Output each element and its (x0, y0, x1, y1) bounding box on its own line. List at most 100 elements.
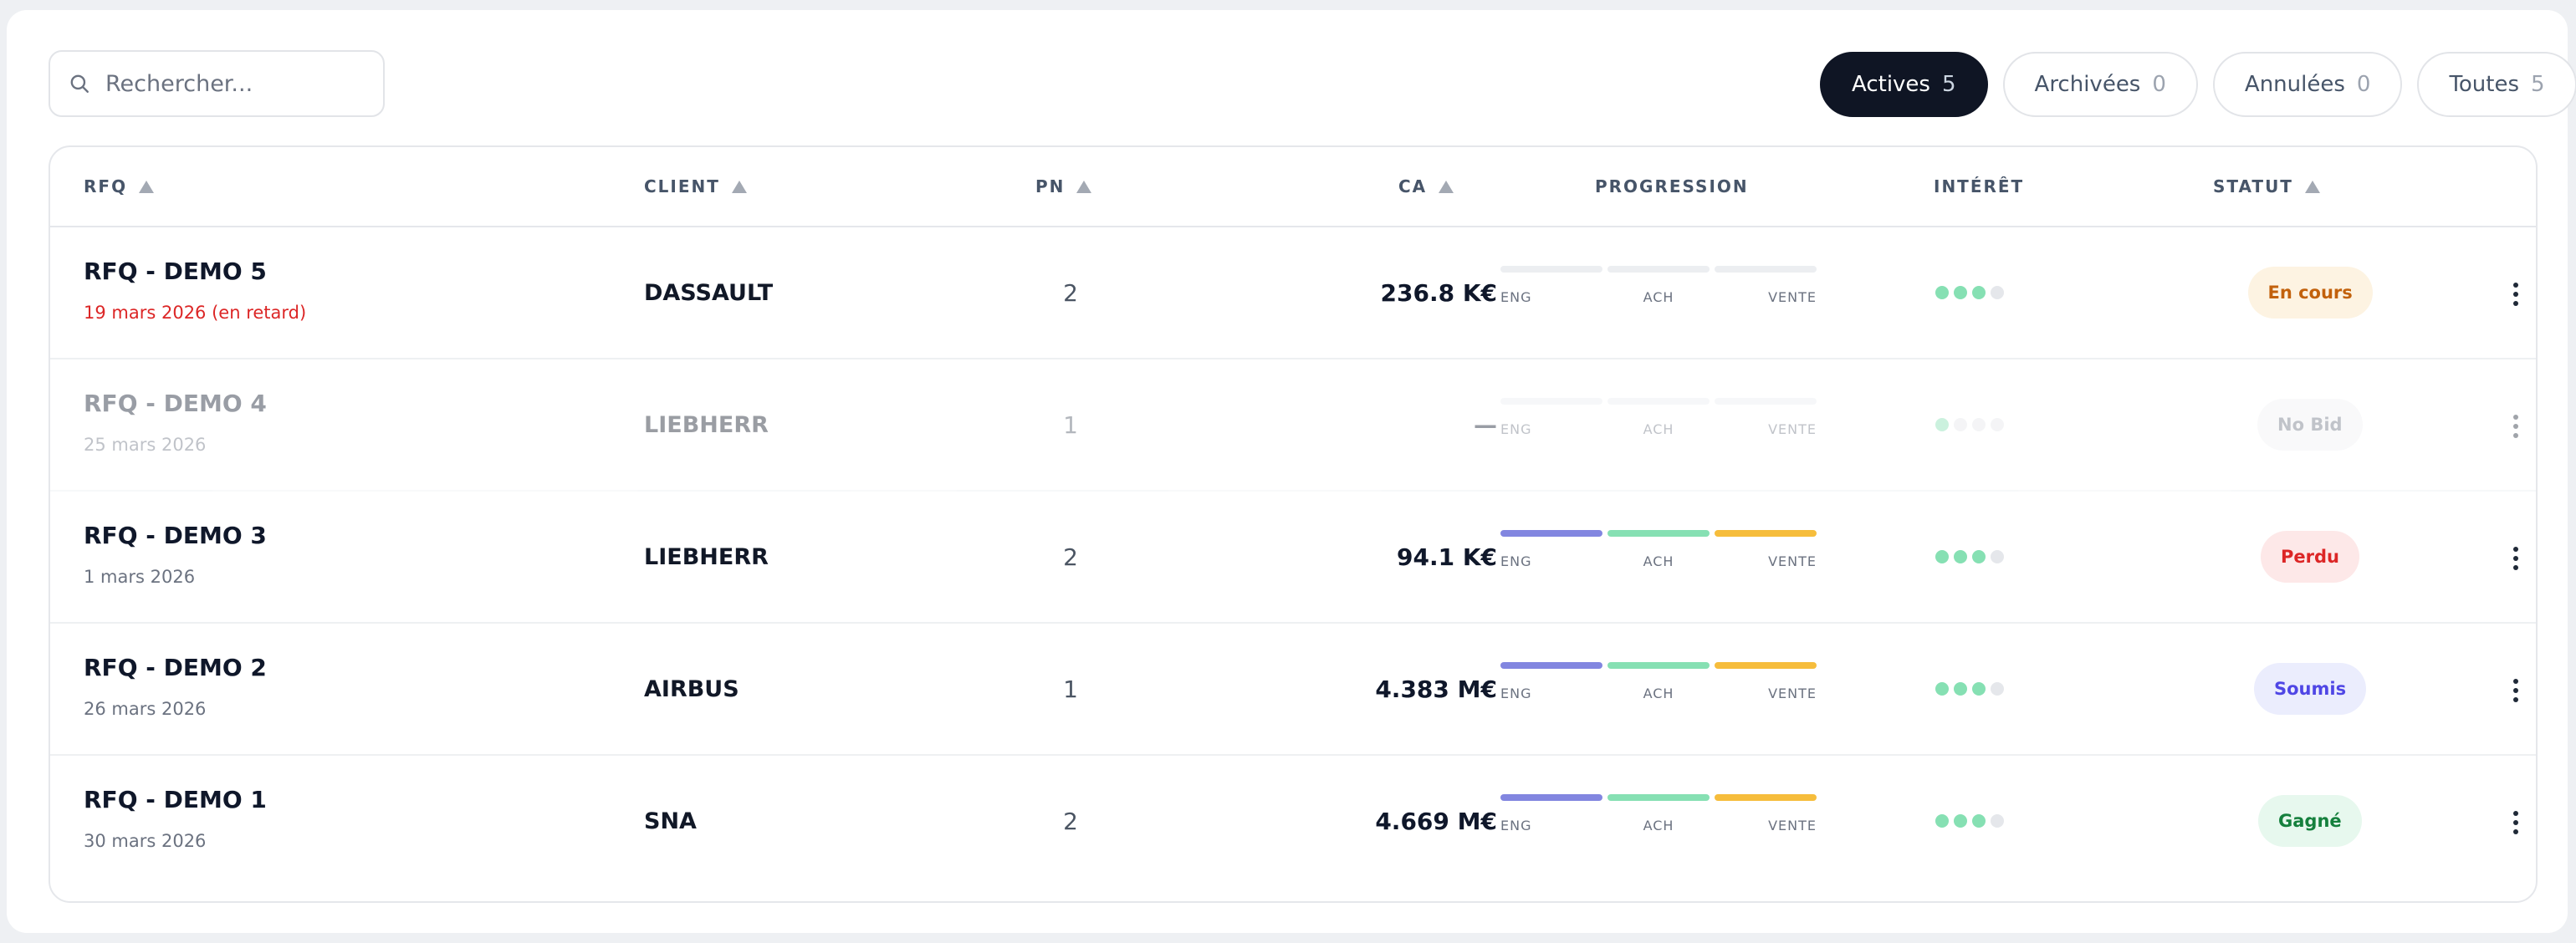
search-input[interactable] (105, 70, 373, 97)
tab-toutes[interactable]: Toutes 5 (2417, 52, 2576, 117)
rfq-date: 19 mars 2026 (en retard) (84, 303, 307, 323)
interest-dot (1991, 418, 2004, 431)
progress-eng-label: ENG (1500, 553, 1532, 569)
tab-label: Actives (1852, 72, 1930, 97)
interest-rating (1935, 286, 2004, 299)
tab-annulees[interactable]: Annulées 0 (2212, 52, 2403, 117)
rfq-date: 25 mars 2026 (84, 435, 207, 455)
interest-rating (1935, 682, 2004, 696)
sort-asc-icon (1439, 180, 1454, 193)
table-row[interactable]: RFQ - DEMO 2 26 mars 2026 AIRBUS 1 4.383 M€ E… (50, 624, 2536, 756)
interest-dot (1954, 814, 1967, 828)
progress-eng-label: ENG (1500, 289, 1532, 305)
progress-vente-label: VENTE (1768, 421, 1817, 437)
column-pn-label: PN (1035, 176, 1066, 196)
sort-asc-icon (139, 180, 155, 193)
search-box[interactable] (49, 50, 385, 117)
more-vertical-icon[interactable] (2512, 547, 2519, 570)
progress-ach-segment (1607, 398, 1710, 405)
interest-dot (1991, 550, 2004, 563)
table-row[interactable]: RFQ - DEMO 5 19 mars 2026 (en retard) DASS… (50, 227, 2536, 359)
progress-eng-label: ENG (1500, 686, 1532, 701)
progress-ach-label: ACH (1643, 553, 1674, 569)
interest-dot (1954, 682, 1967, 696)
interest-dot (1991, 286, 2004, 299)
rfq-title[interactable]: RFQ - DEMO 2 (84, 654, 267, 681)
more-vertical-icon[interactable] (2512, 283, 2519, 306)
rfq-title[interactable]: RFQ - DEMO 1 (84, 786, 267, 813)
rfq-title[interactable]: RFQ - DEMO 3 (84, 522, 267, 549)
progress-vente-segment (1715, 398, 1817, 405)
column-statut[interactable]: STATUT (2213, 147, 2320, 226)
filter-tabs: Actives 5 Archivées 0 Annulées 0 Toutes 5 (1820, 52, 2576, 117)
progress-eng-label: ENG (1500, 818, 1532, 833)
progress-eng-segment (1500, 530, 1602, 537)
tab-count: 0 (2356, 72, 2371, 97)
interest-dot (1972, 814, 1986, 828)
progress-vente-label: VENTE (1768, 686, 1817, 701)
interest-dot (1935, 814, 1949, 828)
interest-dot (1935, 286, 1949, 299)
progress-vente-segment (1715, 530, 1817, 537)
progress-vente-segment (1715, 662, 1817, 669)
progress-eng-segment (1500, 266, 1602, 273)
client-name: LIEBHERR (644, 543, 769, 570)
column-pn[interactable]: PN (1035, 147, 1092, 226)
ca-value: 236.8 K€ (1380, 278, 1498, 307)
table-row[interactable]: RFQ - DEMO 1 30 mars 2026 SNA 2 4.669 M€ ENG A… (50, 756, 2536, 888)
rfq-date: 1 mars 2026 (84, 567, 196, 587)
more-vertical-icon[interactable] (2512, 811, 2519, 834)
status-badge: Soumis (2254, 663, 2367, 715)
interest-dot (1991, 682, 2004, 696)
pn-count: 1 (1063, 410, 1078, 439)
tab-label: Annulées (2244, 72, 2345, 97)
tab-actives[interactable]: Actives 5 (1820, 52, 1988, 117)
more-vertical-icon[interactable] (2512, 679, 2519, 702)
ca-value: 94.1 K€ (1396, 543, 1497, 571)
column-client-label: CLIENT (644, 176, 720, 196)
progression-bar: ENG ACH VENTE (1500, 398, 1818, 448)
column-progression: PROGRESSION (1595, 147, 1749, 226)
tab-count: 5 (1941, 72, 1956, 97)
rfq-title[interactable]: RFQ - DEMO 5 (84, 257, 267, 285)
interest-dot (1935, 682, 1949, 696)
status-badge: Gagné (2258, 795, 2362, 847)
tab-label: Archivées (2034, 72, 2141, 97)
column-interet-label: INTÉRÊT (1934, 176, 2025, 196)
table-row[interactable]: RFQ - DEMO 4 25 mars 2026 LIEBHERR 1 — ENG ACH… (50, 359, 2536, 492)
column-statut-label: STATUT (2213, 176, 2293, 196)
progress-eng-segment (1500, 662, 1602, 669)
pn-count: 2 (1063, 278, 1078, 307)
tab-archivees[interactable]: Archivées 0 (2002, 52, 2198, 117)
pn-count: 2 (1063, 543, 1078, 571)
ca-value: — (1474, 410, 1497, 439)
progression-bar: ENG ACH VENTE (1500, 530, 1818, 580)
client-name: SNA (644, 808, 697, 834)
interest-dot (1991, 814, 2004, 828)
column-rfq-label: RFQ (84, 176, 128, 196)
progress-eng-label: ENG (1500, 421, 1532, 437)
table-row[interactable]: RFQ - DEMO 3 1 mars 2026 LIEBHERR 2 94.1 K€ E… (50, 492, 2536, 624)
column-rfq[interactable]: RFQ (84, 147, 155, 226)
status-badge: Perdu (2261, 531, 2359, 583)
column-ca[interactable]: CA (1398, 147, 1454, 226)
rfq-date: 30 mars 2026 (84, 831, 207, 851)
interest-dot (1972, 550, 1986, 563)
progress-ach-label: ACH (1643, 686, 1674, 701)
more-vertical-icon[interactable] (2512, 415, 2519, 438)
interest-rating (1935, 814, 2004, 828)
sort-asc-icon (2304, 180, 2320, 193)
progress-ach-segment (1607, 662, 1710, 669)
interest-rating (1935, 418, 2004, 431)
interest-dot (1935, 418, 1949, 431)
client-name: LIEBHERR (644, 411, 769, 438)
search-icon (70, 74, 89, 93)
progression-bar: ENG ACH VENTE (1500, 662, 1818, 712)
column-interet: INTÉRÊT (1934, 147, 2024, 226)
progress-ach-label: ACH (1643, 421, 1674, 437)
rfq-title[interactable]: RFQ - DEMO 4 (84, 390, 267, 417)
table-header: RFQ CLIENT PN CA PROGRESSION INTÉRÊT (50, 147, 2536, 227)
column-client[interactable]: CLIENT (644, 147, 747, 226)
interest-rating (1935, 550, 2004, 563)
tab-label: Toutes (2449, 72, 2520, 97)
